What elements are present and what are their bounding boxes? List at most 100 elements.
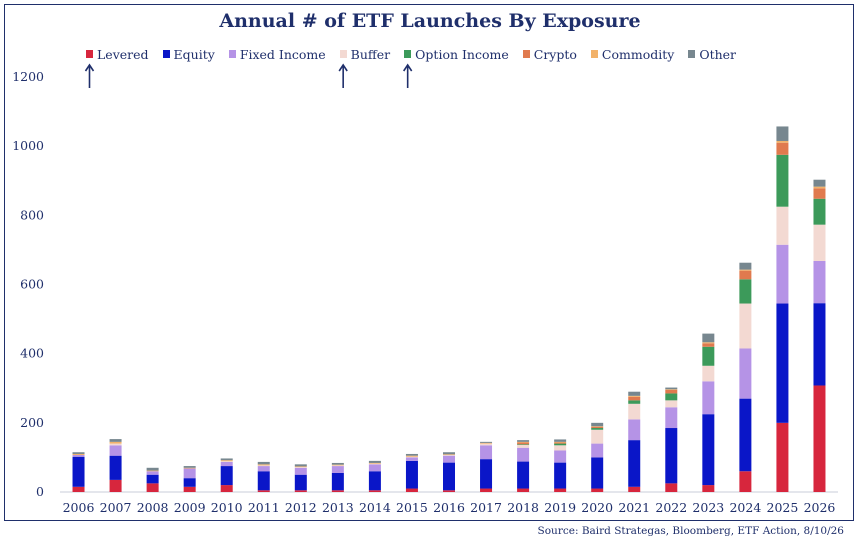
bar-segment-levered: [368, 490, 381, 492]
y-tick-label: 400: [20, 346, 44, 361]
bar-segment-levered: [702, 485, 715, 492]
bar-segment-commodity: [665, 389, 678, 390]
bar-segment-commodity: [739, 269, 752, 271]
bar-segment-option-income: [665, 393, 678, 401]
bar-segment-other: [72, 452, 85, 454]
x-tick-label: 2015: [396, 500, 428, 515]
bar-segment-option-income: [702, 346, 715, 366]
bar-segment-commodity: [368, 462, 381, 464]
bar-segment-commodity: [331, 464, 344, 466]
bar-segment-fixed-income: [368, 464, 381, 472]
x-tick-label: 2017: [470, 500, 502, 515]
x-tick-label: 2019: [544, 500, 576, 515]
legend-swatch: [228, 50, 236, 58]
bar-segment-commodity: [628, 395, 641, 397]
x-tick-label: 2009: [174, 500, 206, 515]
bar-segment-equity: [739, 398, 752, 472]
bar-segment-other: [702, 333, 715, 343]
bar-segment-levered: [443, 490, 455, 492]
bar-segment-buffer: [368, 463, 381, 465]
bar-segment-other: [739, 262, 752, 270]
bar-segment-equity: [813, 303, 826, 386]
bar-segment-fixed-income: [443, 455, 455, 463]
bar-segment-equity: [665, 428, 678, 484]
bar-segment-buffer: [109, 443, 122, 446]
bar-segment-crypto: [554, 442, 567, 444]
bar-segment-levered: [72, 486, 85, 492]
legend-item: Fixed Income: [228, 46, 326, 62]
bar-segment-buffer: [480, 443, 493, 446]
legend-swatch: [688, 50, 696, 58]
bar-segment-equity: [72, 456, 85, 487]
bar-segment-option-income: [591, 428, 604, 430]
bar-segment-fixed-income: [591, 443, 604, 458]
y-tick-label: 1200: [12, 69, 44, 84]
x-tick-label: 2006: [63, 500, 95, 515]
bar-segment-buffer: [257, 465, 270, 467]
x-tick-label: 2013: [322, 500, 354, 515]
bar-segment-levered: [405, 488, 418, 492]
bar-segment-levered: [220, 485, 233, 492]
bar-segment-buffer: [220, 461, 233, 462]
bar-segment-equity: [554, 462, 567, 489]
y-tick-label: 800: [20, 207, 44, 222]
legend-label: Equity: [173, 46, 215, 62]
legend: Levered Equity Fixed Income Buffer Option In…: [86, 46, 736, 62]
bar-segment-equity: [702, 414, 715, 486]
bar-segment-commodity: [517, 441, 530, 443]
bar-segment-equity: [368, 471, 381, 491]
bar-segment-other: [443, 452, 455, 455]
legend-label: Fixed Income: [239, 46, 326, 62]
x-tick-label: 2025: [767, 500, 799, 515]
bar-segment-crypto: [776, 142, 789, 155]
bar-segment-commodity: [109, 441, 122, 444]
bar-segment-other: [665, 387, 678, 390]
bar-segment-other: [294, 464, 307, 467]
bar-segment-option-income: [739, 279, 752, 304]
bar-segment-equity: [220, 466, 233, 486]
bar-segment-commodity: [220, 460, 233, 462]
bar-segment-equity: [257, 471, 270, 491]
bar-segment-other: [480, 441, 493, 443]
legend-label: Crypto: [533, 46, 577, 62]
bar-segment-commodity: [146, 470, 159, 472]
bar-segment-buffer: [517, 444, 530, 448]
bar-segment-other: [517, 440, 530, 442]
bar-segment-fixed-income: [702, 381, 715, 415]
bar-segment-other: [554, 439, 567, 442]
legend-item: Crypto: [522, 46, 577, 62]
bar-segment-other: [628, 391, 641, 396]
bar-segment-levered: [480, 488, 493, 492]
bar-segment-fixed-income: [294, 467, 307, 475]
legend-swatch: [339, 50, 347, 58]
x-tick-label: 2012: [285, 500, 317, 515]
x-tick-label: 2014: [359, 500, 391, 515]
bar-segment-fixed-income: [776, 244, 789, 304]
bar-segment-levered: [109, 479, 122, 492]
bar-segment-crypto: [702, 343, 715, 347]
bar-segment-levered: [591, 488, 604, 492]
bar-segment-option-income: [554, 443, 567, 446]
legend-swatch: [86, 50, 93, 58]
bar-segment-fixed-income: [628, 419, 641, 441]
bar-segment-commodity: [554, 441, 567, 443]
bar-segment-fixed-income: [331, 466, 344, 473]
bar-segment-commodity: [813, 186, 826, 189]
bar-segment-other: [109, 439, 122, 442]
x-tick-label: 2011: [248, 500, 280, 515]
bar-segment-other: [331, 462, 344, 465]
bar-segment-equity: [628, 440, 641, 487]
bar-segment-fixed-income: [405, 457, 418, 461]
legend-label: Buffer: [350, 46, 391, 62]
bar-segment-levered: [257, 490, 270, 492]
bar-segment-fixed-income: [813, 260, 826, 304]
legend-item: Commodity: [590, 47, 674, 62]
annotation-arrow: [84, 63, 95, 88]
x-tick-label: 2008: [137, 500, 169, 515]
chart-frame: [4, 4, 854, 521]
bar-segment-other: [368, 460, 381, 463]
legend-item: Equity: [162, 46, 215, 62]
legend-swatch: [404, 50, 412, 58]
x-tick-label: 2021: [618, 500, 650, 515]
